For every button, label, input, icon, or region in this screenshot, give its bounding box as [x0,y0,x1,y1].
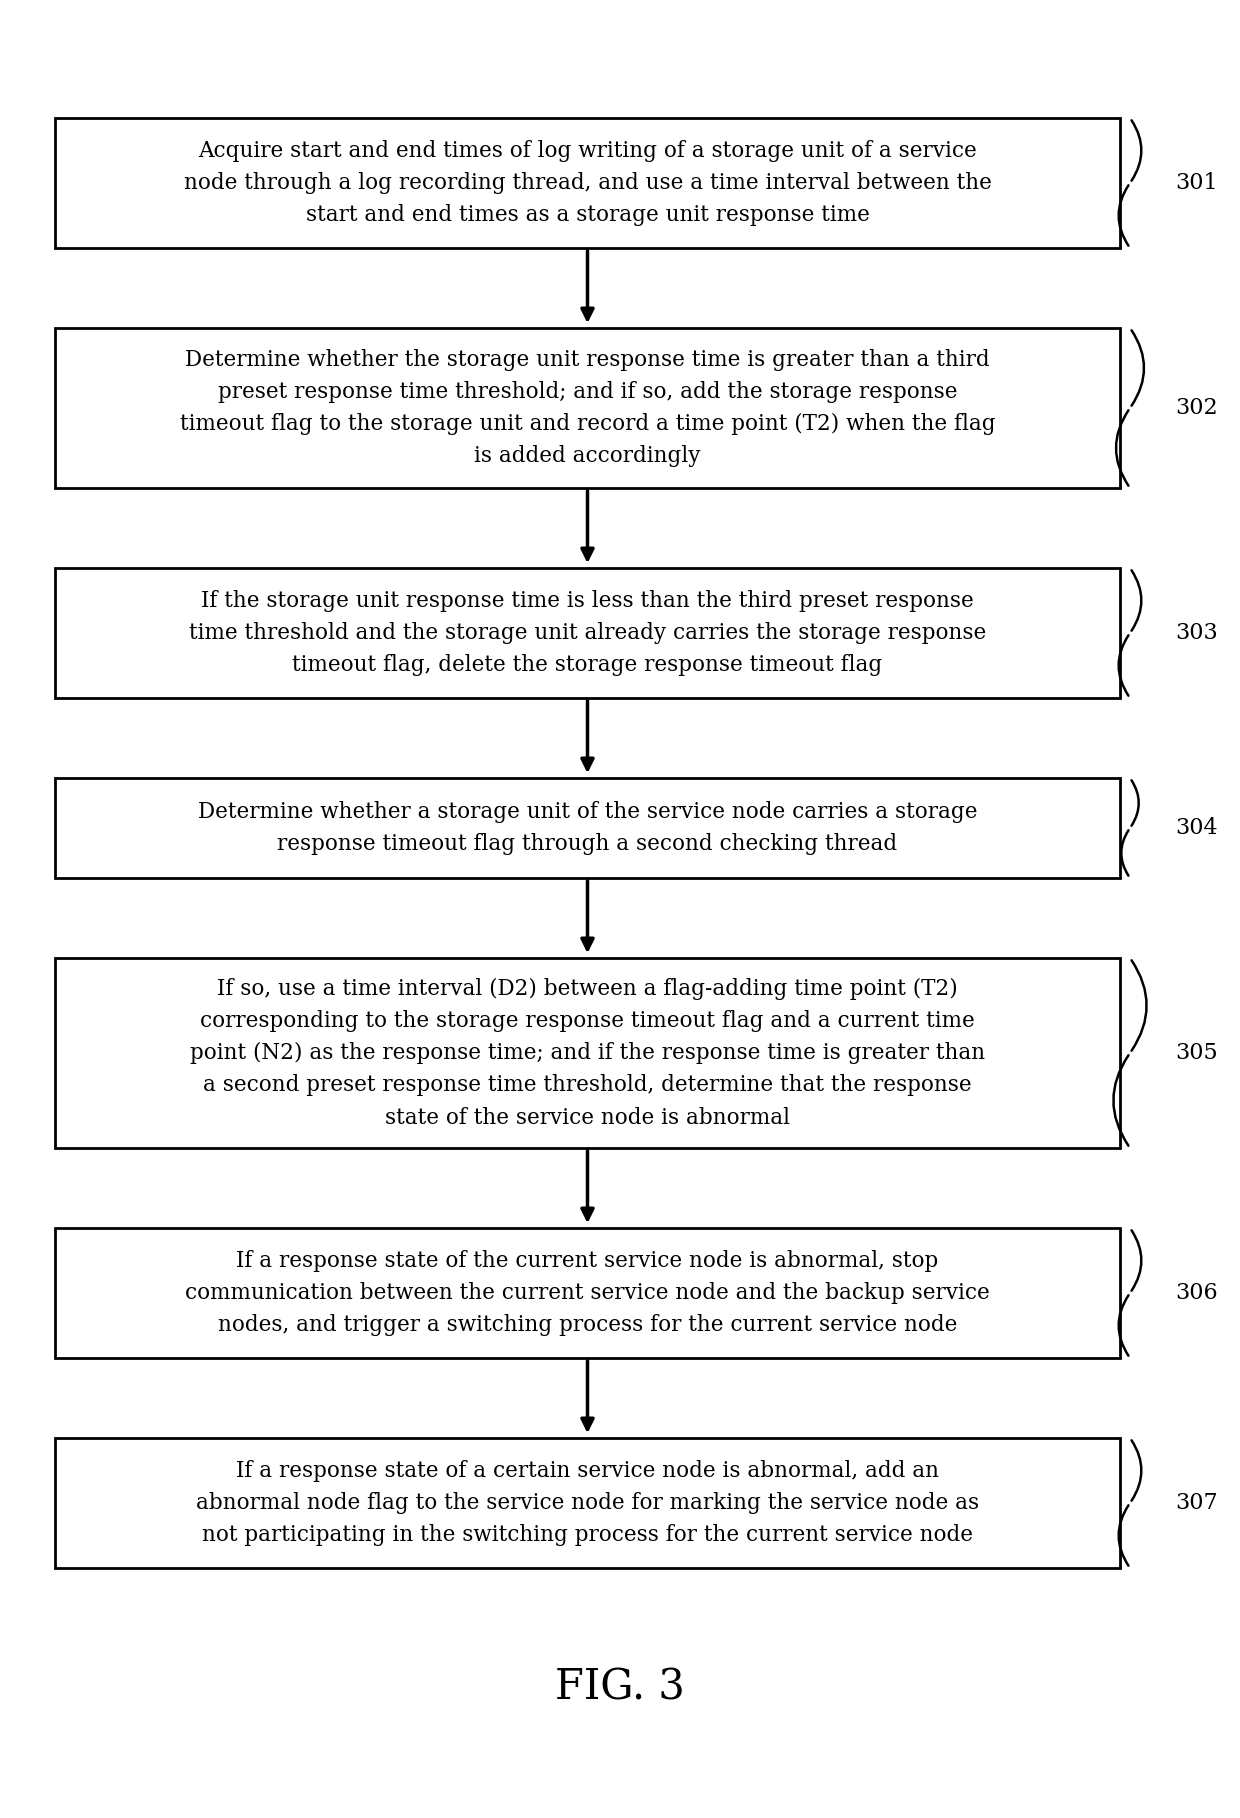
Bar [55,1227,1120,1358]
Text: If the storage unit response time is less than the third preset response
time th: If the storage unit response time is les… [188,589,986,676]
Text: 301: 301 [1176,173,1218,195]
Text: 307: 307 [1176,1493,1218,1514]
Text: Determine whether the storage unit response time is greater than a third
preset : Determine whether the storage unit respo… [180,349,996,467]
Text: If a response state of a certain service node is abnormal, add an
abnormal node : If a response state of a certain service… [196,1460,980,1545]
Bar [55,327,1120,487]
Bar [55,118,1120,247]
Text: If so, use a time interval (D2) between a flag-adding time point (T2)
correspond: If so, use a time interval (D2) between … [190,978,985,1129]
Text: 303: 303 [1176,622,1218,644]
Text: Determine whether a storage unit of the service node carries a storage
response : Determine whether a storage unit of the … [197,802,977,854]
Text: If a response state of the current service node is abnormal, stop
communication : If a response state of the current servi… [185,1249,990,1336]
Bar [55,567,1120,698]
Bar [55,1438,1120,1567]
Bar [55,778,1120,878]
Text: 302: 302 [1176,396,1218,418]
Text: Acquire start and end times of log writing of a storage unit of a service
node t: Acquire start and end times of log writi… [184,140,992,225]
Bar [55,958,1120,1147]
Text: 305: 305 [1176,1042,1218,1064]
Text: FIG. 3: FIG. 3 [556,1667,684,1709]
Text: 304: 304 [1176,816,1218,838]
Text: 306: 306 [1176,1282,1218,1304]
